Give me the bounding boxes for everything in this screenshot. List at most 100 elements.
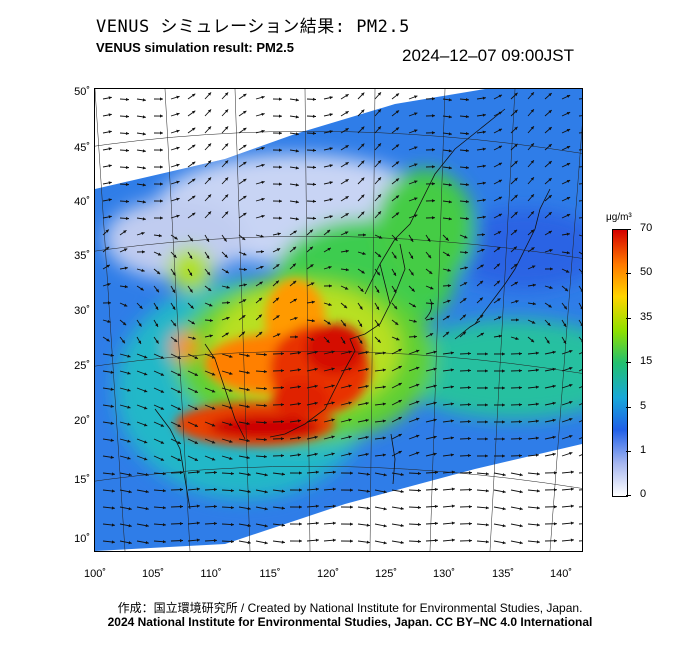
wind-arrow-head xyxy=(514,160,518,165)
wind-arrow-head xyxy=(365,452,369,456)
wind-arrow-head xyxy=(530,109,534,113)
wind-arrow-head xyxy=(518,420,522,424)
wind-arrow xyxy=(578,540,582,542)
wind-arrow-head xyxy=(315,487,319,491)
wind-arrow-head xyxy=(484,369,488,373)
wind-arrow-head xyxy=(224,160,229,164)
colorbar-label-1: 1 xyxy=(640,444,647,456)
wind-arrow-head xyxy=(159,216,163,220)
wind-arrow-head xyxy=(343,305,348,309)
wind-arrow-head xyxy=(211,372,216,376)
wind-arrow-head xyxy=(128,473,132,477)
wind-arrow-head xyxy=(155,288,159,293)
colorbar-tick xyxy=(626,407,631,408)
wind-arrow-head xyxy=(468,488,472,492)
wind-arrow-head xyxy=(345,268,349,272)
wind-arrow-head xyxy=(243,267,247,272)
wind-arrow-head xyxy=(548,110,552,114)
wind-arrow-head xyxy=(553,539,557,543)
wind-arrow-head xyxy=(359,340,363,344)
wind-arrow-head xyxy=(246,438,250,443)
wind-arrow-head xyxy=(518,369,522,373)
wind-arrow-head xyxy=(297,402,301,406)
wind-arrow-head xyxy=(467,351,471,356)
wind-arrow-head xyxy=(177,390,181,393)
wind-arrow-head xyxy=(145,541,149,545)
wind-arrow-head xyxy=(513,263,518,268)
wind-arrow-head xyxy=(177,441,181,444)
wind-arrow-head xyxy=(124,285,128,289)
wind-arrow-head xyxy=(414,112,418,116)
wind-arrow xyxy=(578,506,582,508)
wind-arrow-head xyxy=(514,281,518,285)
wind-arrow-head xyxy=(431,216,435,220)
wind-arrow-head xyxy=(395,178,400,182)
colorbar-unit: μg/m³ xyxy=(606,212,632,223)
wind-arrow-head xyxy=(278,148,282,152)
wind-arrow-head xyxy=(479,280,484,284)
wind-arrow-head xyxy=(311,300,315,304)
wind-arrow-head xyxy=(213,504,217,509)
wind-arrow-head xyxy=(145,490,149,494)
lat-tick-30: 30˚ xyxy=(74,305,90,317)
wind-arrow-head xyxy=(293,230,297,234)
wind-arrow-head xyxy=(229,456,233,460)
wind-arrow-head xyxy=(260,234,264,238)
wind-arrow-head xyxy=(159,131,163,135)
wind-arrow-head xyxy=(332,470,336,474)
wind-arrow-head xyxy=(382,419,386,423)
wind-arrow-head xyxy=(278,216,282,220)
wind-arrow-head xyxy=(377,109,382,113)
wind-arrow-head xyxy=(484,454,488,458)
wind-arrow-head xyxy=(429,333,434,337)
concentration-field xyxy=(95,89,582,551)
wind-arrow-head xyxy=(361,143,365,147)
wind-arrow-head xyxy=(530,177,534,181)
wind-arrow-head xyxy=(127,439,131,443)
wind-arrow-head xyxy=(548,93,552,97)
wind-arrow-head xyxy=(261,214,265,218)
wind-arrow-head xyxy=(468,471,472,475)
wind-arrow-head xyxy=(482,96,486,100)
wind-arrow-head xyxy=(400,540,404,545)
wind-arrow-head xyxy=(361,126,365,130)
wind-arrow-head xyxy=(142,183,146,187)
wind-arrow-head xyxy=(142,149,146,153)
wind-arrow-head xyxy=(362,251,366,255)
wind-arrow-head xyxy=(194,423,198,427)
wind-arrow-head xyxy=(189,289,193,293)
wind-arrow-head xyxy=(141,231,145,236)
wind-arrow-head xyxy=(412,304,416,308)
wind-arrow-head xyxy=(345,249,349,253)
wind-arrow-head xyxy=(143,423,148,427)
wind-arrow-head xyxy=(450,436,454,440)
wind-arrow-head xyxy=(365,435,369,439)
wind-arrow-head xyxy=(243,93,247,97)
wind-arrow-head xyxy=(309,229,313,233)
wind-arrow-head xyxy=(172,322,177,327)
wind-arrow-head xyxy=(480,264,484,268)
wind-arrow-head xyxy=(263,369,267,374)
wind-arrow-head xyxy=(128,524,132,528)
wind-arrow-head xyxy=(566,214,571,217)
wind-arrow-head xyxy=(315,470,319,474)
wind-arrow-head xyxy=(179,539,183,543)
wind-arrow-head xyxy=(162,489,166,493)
wind-arrow-head xyxy=(105,229,109,233)
wind-arrow-head xyxy=(414,197,418,201)
wind-arrow-head xyxy=(348,401,352,405)
wind-arrow-head xyxy=(207,143,212,147)
wind-arrow-head xyxy=(261,197,265,201)
wind-arrow-head xyxy=(224,109,229,113)
wind-arrow-head xyxy=(128,541,132,545)
wind-arrow-head xyxy=(395,127,400,131)
wind-arrow-head xyxy=(362,233,366,237)
wind-arrow xyxy=(578,489,582,491)
wind-arrow-head xyxy=(263,403,267,408)
wind-arrow-head xyxy=(111,540,115,544)
wind-arrow-head xyxy=(194,355,198,359)
wind-arrow-head xyxy=(179,471,183,475)
wind-arrow-head xyxy=(225,270,229,274)
wind-arrow-head xyxy=(501,386,505,390)
wind-arrow-head xyxy=(176,146,180,150)
